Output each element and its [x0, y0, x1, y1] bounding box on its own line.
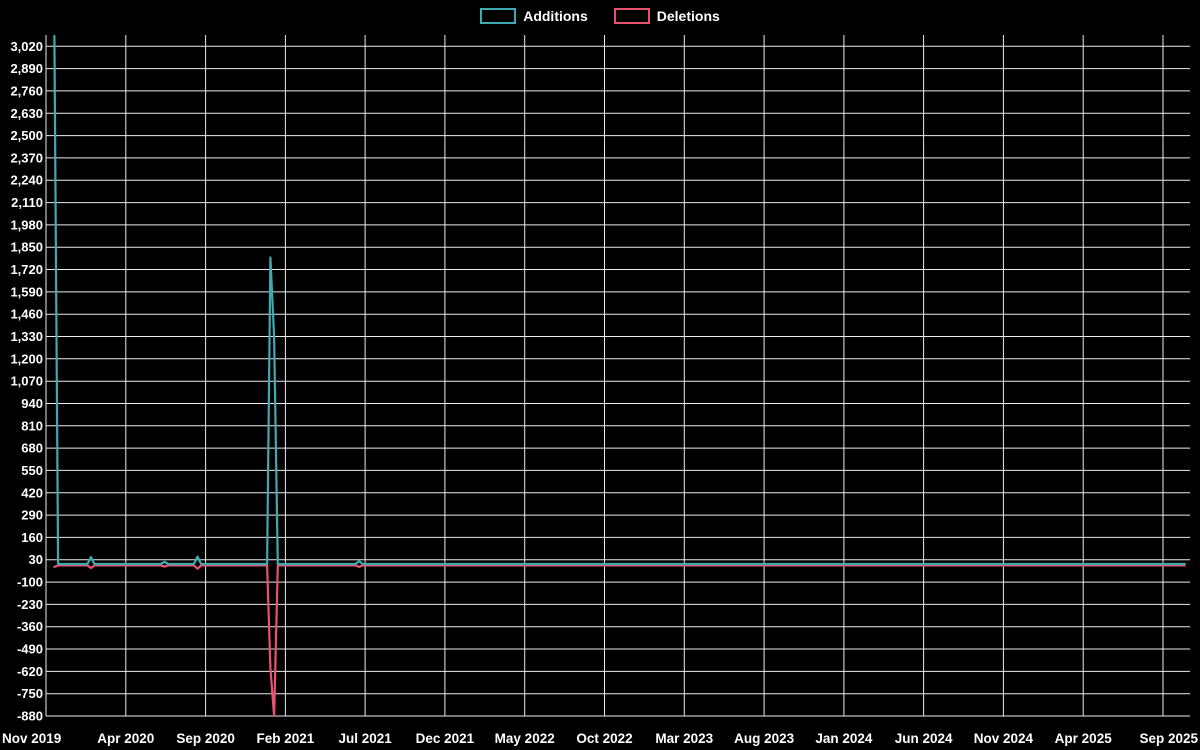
x-tick-label: Feb 2021	[257, 731, 315, 746]
y-tick-label: 1,330	[10, 329, 43, 344]
y-tick-label: 2,500	[10, 128, 43, 143]
x-gridlines	[45, 35, 1164, 716]
x-tick-label: Jul 2021	[338, 731, 392, 746]
deletions-swatch	[613, 8, 650, 24]
y-tick-label: 1,590	[10, 284, 43, 299]
y-tick-label: -360	[17, 619, 43, 634]
x-tick-label: Jan 2024	[815, 731, 873, 746]
y-tick-label: 1,980	[10, 217, 43, 232]
x-tick-label: Dec 2021	[416, 731, 475, 746]
x-axis-labels: Nov 2019 Apr 2020 Sep 2020 Feb 2021 Jul 2021…	[2, 731, 1198, 746]
series-deletions	[53, 564, 1186, 718]
x-tick-label: Mar 2023	[655, 731, 713, 746]
x-tick-label: Apr 2020	[97, 731, 154, 746]
x-tick-label: Jun 2024	[895, 731, 953, 746]
x-tick-label: Sep 2025	[1139, 731, 1198, 746]
y-tick-label: 160	[21, 530, 43, 545]
y-gridlines	[46, 45, 1190, 717]
x-tick-label: Apr 2025	[1055, 731, 1113, 746]
y-tick-label: 2,240	[10, 173, 43, 188]
y-tick-label: 420	[21, 485, 43, 500]
additions-swatch	[480, 8, 517, 24]
legend-item-additions[interactable]: Additions	[480, 8, 588, 24]
chart-legend: Additions Deletions	[0, 8, 1200, 24]
y-tick-label: -490	[17, 642, 43, 657]
series-additions	[53, 34, 1186, 566]
y-tick-label: 2,760	[10, 83, 43, 98]
y-tick-label: 1,720	[10, 262, 43, 277]
y-tick-label: 810	[21, 418, 43, 433]
legend-label-additions: Additions	[523, 8, 588, 24]
y-tick-label: 2,630	[10, 106, 43, 121]
y-tick-label: 3,020	[10, 39, 43, 54]
y-tick-label: 2,370	[10, 150, 43, 165]
y-tick-label: 2,890	[10, 61, 43, 76]
y-tick-label: -100	[17, 575, 43, 590]
legend-label-deletions: Deletions	[656, 8, 720, 24]
x-tick-label: May 2022	[495, 731, 555, 746]
y-tick-label: 290	[21, 508, 43, 523]
legend-item-deletions[interactable]: Deletions	[613, 8, 720, 24]
y-tick-label: 550	[21, 463, 43, 478]
y-tick-label: -230	[17, 597, 43, 612]
y-axis-labels: 3,020 2,890 2,760 2,630 2,500 2,370 2,240 2,110…	[10, 39, 43, 724]
x-tick-label: Oct 2022	[576, 731, 632, 746]
y-tick-label: -880	[17, 709, 43, 724]
y-tick-label: 680	[21, 441, 43, 456]
x-tick-label: Nov 2019	[2, 731, 61, 746]
y-tick-label: 30	[29, 552, 43, 567]
y-tick-label: -620	[17, 664, 43, 679]
y-tick-label: 1,070	[10, 374, 43, 389]
x-tick-label: Nov 2024	[974, 731, 1034, 746]
y-tick-label: 940	[21, 396, 43, 411]
y-tick-label: -750	[17, 686, 43, 701]
y-tick-label: 1,850	[10, 240, 43, 255]
y-tick-label: 1,460	[10, 307, 43, 322]
y-tick-label: 1,200	[10, 351, 43, 366]
y-tick-label: 2,110	[11, 195, 43, 210]
x-tick-label: Aug 2023	[734, 731, 795, 746]
x-tick-label: Sep 2020	[176, 731, 235, 746]
